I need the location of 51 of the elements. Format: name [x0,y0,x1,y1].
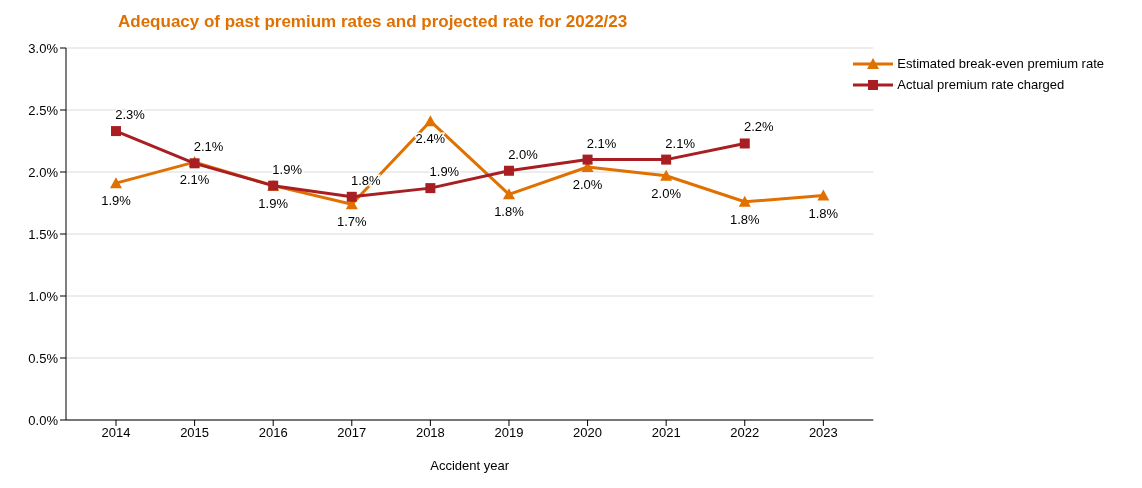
data-label: 2.1% [193,139,224,155]
data-label: 2.1% [586,135,617,151]
data-label: 1.9% [101,193,132,209]
point [503,165,514,176]
data-label: 1.9% [272,161,303,177]
y-tick-label: 2.0% [28,164,59,180]
x-tick-label: 2014 [101,425,131,441]
data-label: 2.1% [179,172,210,188]
x-tick-label: 2015 [180,425,210,441]
y-tick-label: 2.5% [28,102,59,118]
x-tick-label: 2017 [337,425,367,441]
x-tick-label: 2018 [415,425,445,441]
x-axis-title: Accident year [430,458,510,473]
point [660,169,673,181]
data-label: 1.9% [429,164,460,180]
point [111,126,121,137]
data-label: 2.0% [572,177,603,193]
point [817,189,830,201]
y-tick-label: 0.0% [28,412,59,428]
data-label: 1.8% [494,204,525,220]
point [502,188,515,200]
data-label: 1.7% [336,214,368,230]
point [739,138,750,149]
x-tick-label: 2016 [258,425,288,441]
data-label: 1.8% [729,211,760,227]
legend-label: Estimated break-even premium rate [897,56,1104,71]
legend-label: Actual premium rate charged [897,77,1065,92]
data-label: 1.9% [258,195,289,211]
y-tick-label: 1.0% [28,288,59,304]
data-label: 2.3% [115,107,146,123]
data-label: 2.2% [743,119,774,135]
x-tick-label: 2020 [573,425,603,441]
chart-title: Adequacy of past premium rates and projected rate for 2022/23 [118,12,628,32]
y-tick-label: 0.5% [28,350,59,366]
data-label: 2.4% [415,131,446,147]
data-label: 2.0% [651,185,682,201]
x-tick-label: 2021 [651,425,681,441]
point [346,191,357,202]
y-tick-label: 1.5% [28,226,59,242]
data-label: 1.8% [808,205,839,221]
point [110,177,122,189]
point [582,154,593,165]
point [738,195,751,207]
y-tick-label: 3.0% [28,40,59,56]
x-tick-label: 2022 [730,425,760,441]
x-tick-label: 2019 [494,425,524,441]
point [661,154,672,165]
x-tick-label: 2023 [808,425,838,441]
data-label: 2.0% [508,146,539,162]
data-label: 2.1% [665,135,696,151]
point [425,183,436,194]
